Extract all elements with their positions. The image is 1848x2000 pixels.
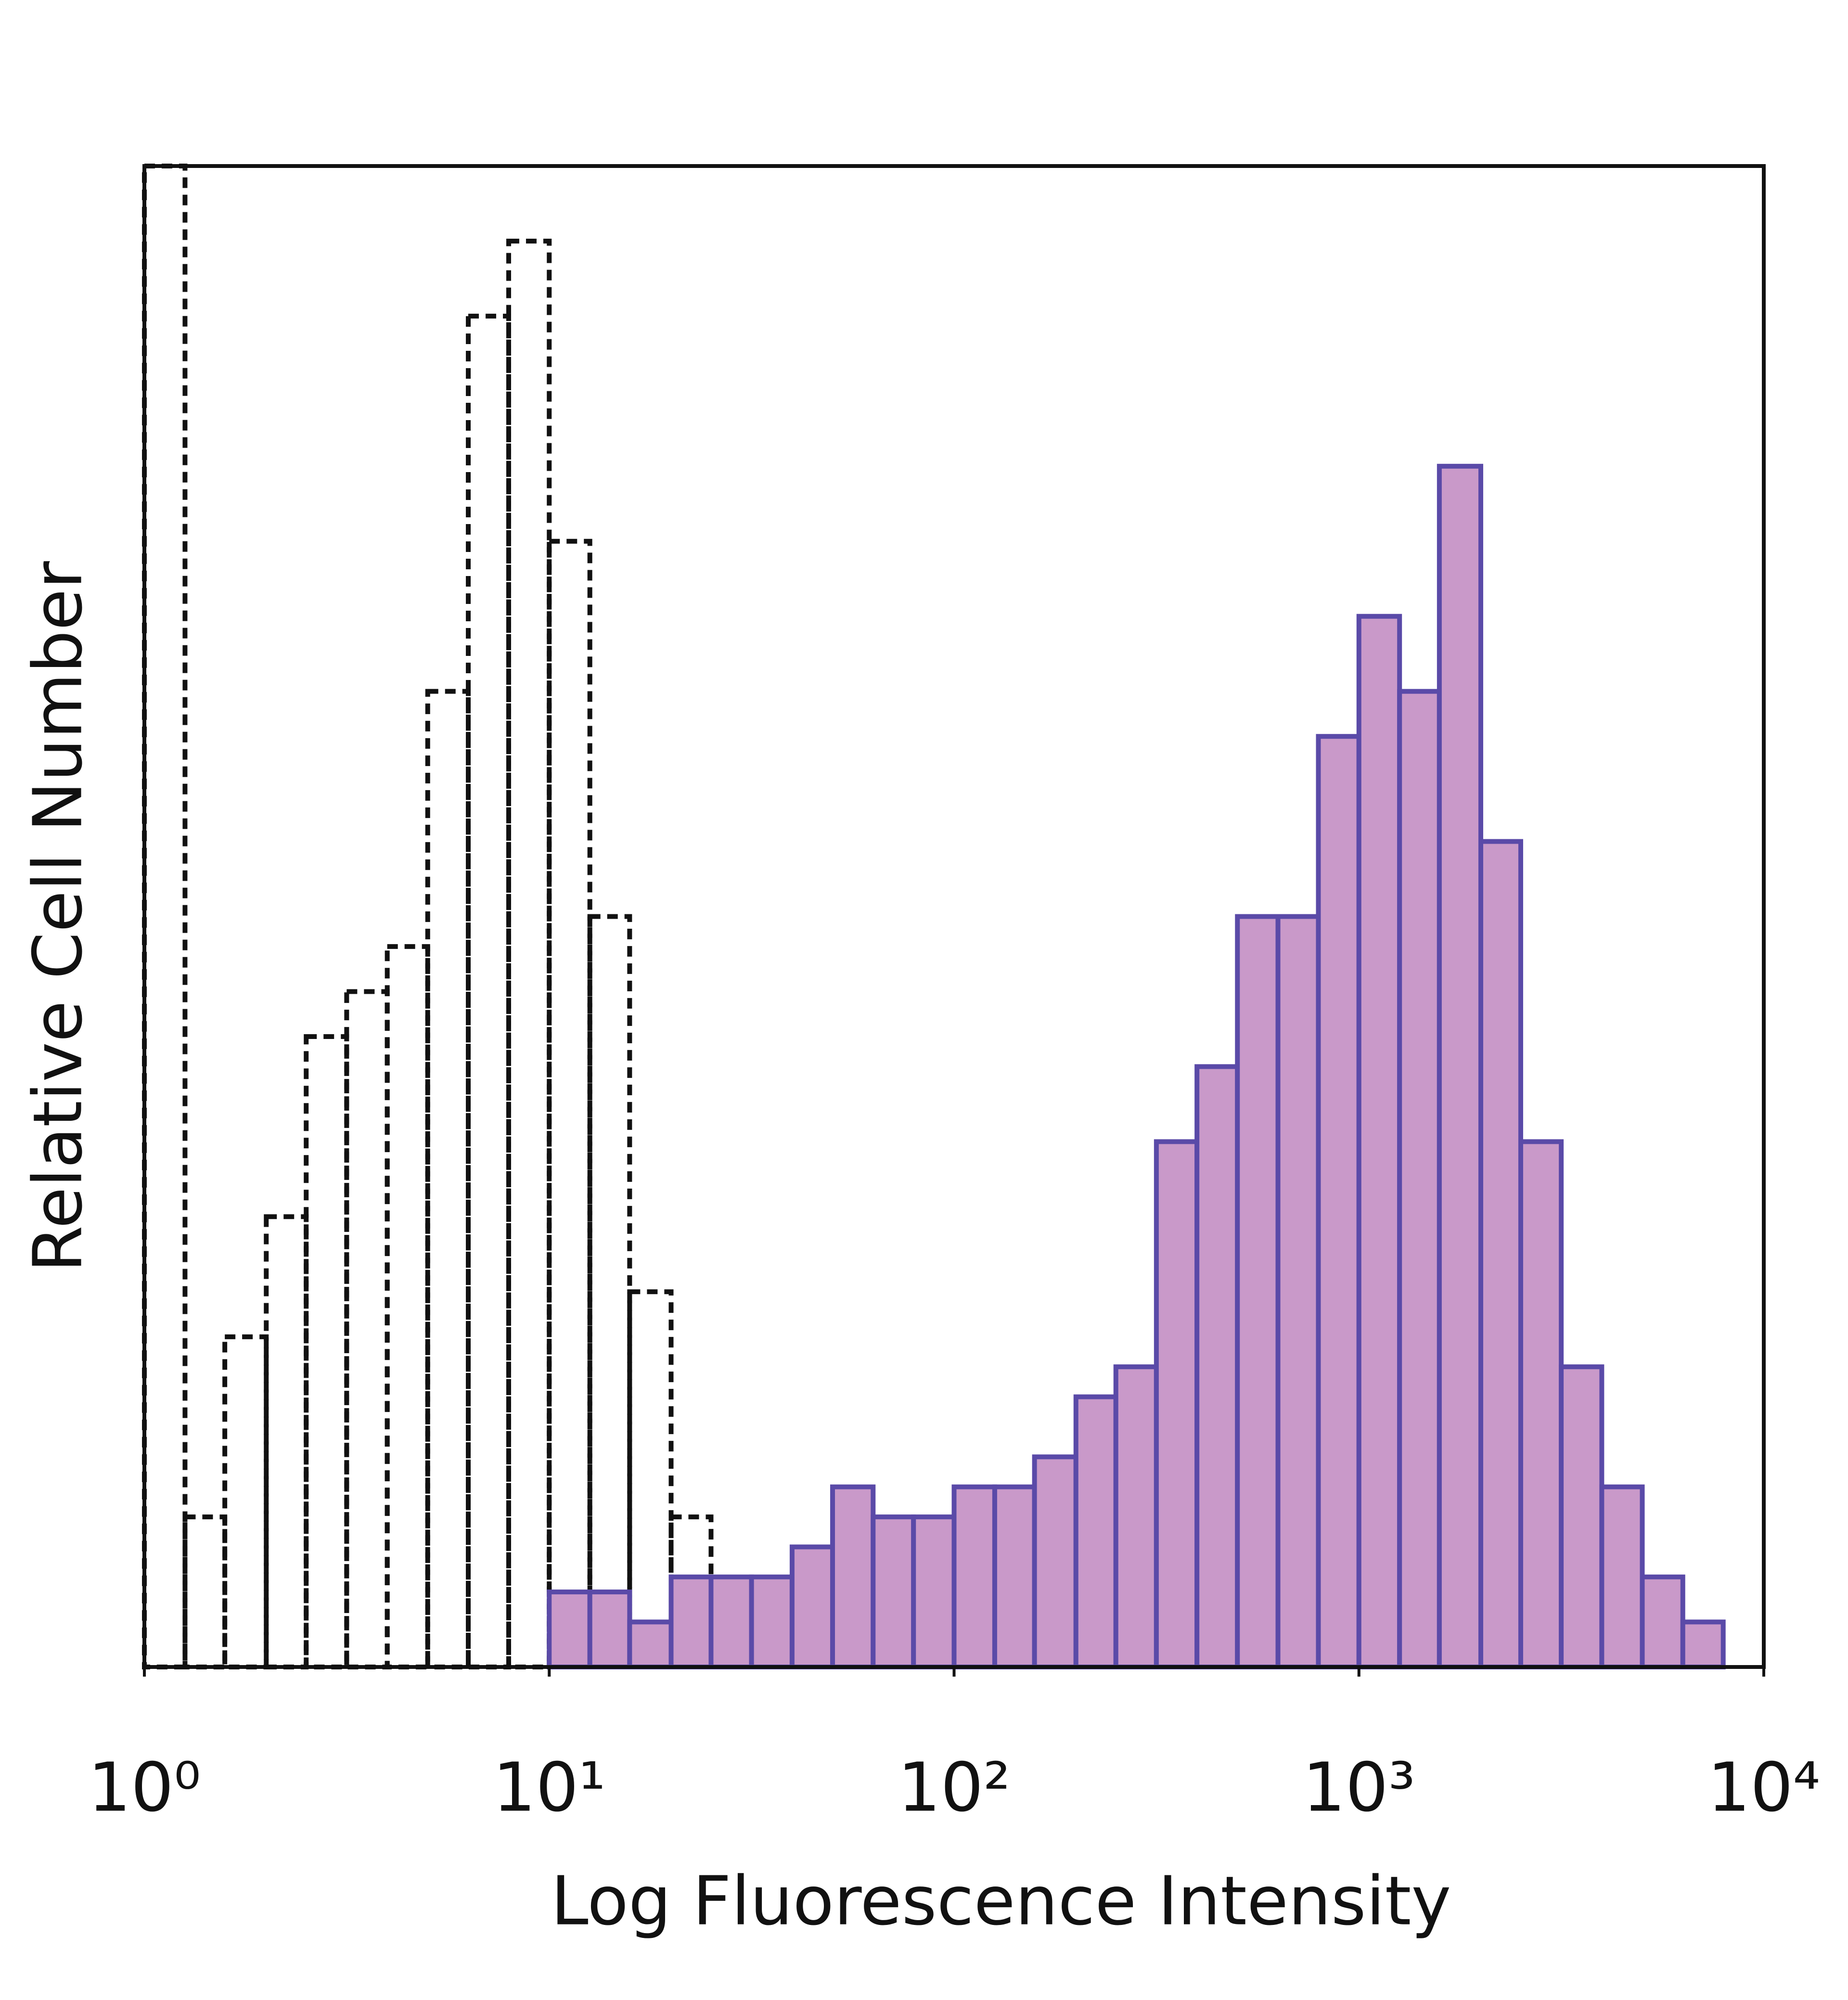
histogram-bar bbox=[1275, 914, 1321, 1669]
histogram-bar bbox=[547, 538, 592, 1669]
histogram-bar bbox=[142, 164, 188, 1669]
histogram-bar bbox=[425, 689, 471, 1669]
histogram-bar bbox=[1073, 1394, 1118, 1670]
histogram-bar bbox=[1478, 839, 1523, 1669]
histogram-bar bbox=[951, 1484, 997, 1669]
histogram-bar bbox=[749, 1574, 795, 1670]
histogram-bar bbox=[1680, 1619, 1726, 1669]
histogram-bar bbox=[344, 989, 390, 1669]
histogram-bar bbox=[182, 1514, 228, 1670]
histogram-bar bbox=[1437, 463, 1483, 1669]
histogram-bar bbox=[830, 1484, 876, 1669]
histogram-bar bbox=[1154, 1139, 1200, 1670]
histogram-bar bbox=[911, 1514, 957, 1670]
histogram-bar bbox=[1032, 1454, 1078, 1670]
histogram-bar bbox=[1640, 1574, 1685, 1670]
histogram-bar bbox=[1518, 1139, 1564, 1670]
histogram-bar bbox=[1397, 689, 1442, 1669]
histogram-bar bbox=[627, 1289, 674, 1669]
x-tick-label: 10² bbox=[898, 1749, 1010, 1827]
histogram-bar bbox=[1316, 734, 1361, 1669]
x-tick-label: 10⁴ bbox=[1707, 1749, 1820, 1827]
histogram-bar bbox=[222, 1334, 269, 1670]
histogram-bar bbox=[1559, 1364, 1604, 1669]
histogram-bar bbox=[264, 1214, 309, 1670]
histogram-bar bbox=[304, 1034, 349, 1669]
y-axis-label: Relative Cell Number bbox=[19, 561, 98, 1272]
x-tick-label: 10³ bbox=[1303, 1749, 1415, 1827]
histogram-bar bbox=[789, 1544, 835, 1669]
histogram-bar bbox=[547, 1590, 592, 1670]
histogram-bar bbox=[992, 1484, 1037, 1669]
histogram-bar bbox=[587, 914, 632, 1669]
histogram-bar bbox=[1235, 914, 1281, 1669]
histogram-bar bbox=[1599, 1484, 1645, 1669]
histogram-bar bbox=[466, 313, 511, 1670]
x-axis-label: Log Fluorescence Intensity bbox=[551, 1862, 1451, 1941]
histogram-bar bbox=[385, 944, 430, 1669]
histogram-bar bbox=[871, 1514, 916, 1670]
histogram-bar bbox=[506, 238, 552, 1670]
x-tick-label: 10¹ bbox=[493, 1749, 605, 1827]
histogram-bar bbox=[708, 1574, 754, 1670]
histogram-bar bbox=[1356, 614, 1402, 1669]
histogram-bar bbox=[587, 1590, 632, 1670]
x-tick-label: 10⁰ bbox=[88, 1749, 201, 1827]
histogram-bar bbox=[1194, 1064, 1240, 1669]
histogram-bar bbox=[668, 1574, 714, 1670]
histogram-bar bbox=[1113, 1364, 1159, 1669]
histogram-bar bbox=[627, 1619, 674, 1669]
